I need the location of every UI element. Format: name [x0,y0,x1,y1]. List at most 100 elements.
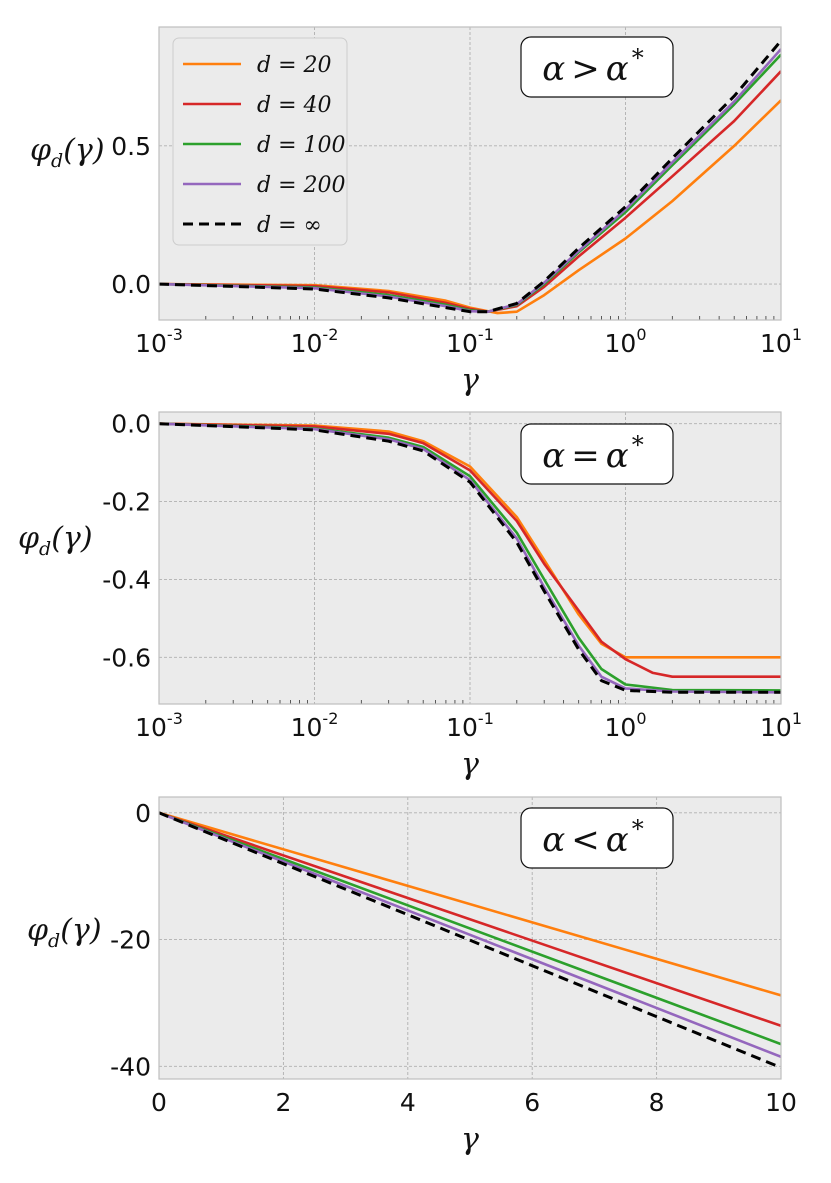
annotation-lhs: α [542,436,565,476]
legend-entry-label: d = 100 [257,133,346,158]
series-line-d-100 [159,811,781,1046]
annotation-rhs: α [606,49,629,89]
y-axis-label-main: φ [27,913,48,948]
annotation-star: * [632,44,644,72]
y-axis-label-sub: d [39,538,51,560]
y-tick-label: 0.0 [111,270,151,299]
x-tick-exponent: -3 [167,325,183,344]
x-tick-label: 10-3 [135,709,183,742]
plot-frame [158,796,782,1080]
y-axis-label-sub: d [48,930,60,952]
x-tick-base: 10 [446,329,478,358]
x-tick-base: 10 [760,713,792,742]
y-tick-label: -0.6 [102,643,151,672]
y-tick-label: -0.2 [102,488,151,517]
annotation-box [520,423,674,485]
legend: d = 20 d = 40 d = 100 d = 200 d = ∞ [172,37,348,246]
annotation-star: * [632,431,644,459]
series-line-d-100 [159,422,781,692]
x-tick-label: 10-2 [291,325,339,358]
plot-frame [158,26,782,321]
legend-entry-label: d = 20 [257,53,332,78]
series-line-d- [159,422,781,694]
series-line-d-20 [159,811,781,997]
annotation-rhs: α [606,436,629,476]
series-line-d-40 [159,422,781,678]
y-axis-label-main: φ [30,133,51,168]
x-tick-exponent: -3 [167,709,183,728]
y-tick-label: 0.5 [111,132,151,161]
x-tick-label: 6 [524,1088,540,1117]
annotation-rhs: α [606,820,629,860]
y-axis-label-sub: d [51,150,63,172]
y-axis-label: φd(γ) [18,521,93,560]
legend-frame [172,37,348,246]
x-tick-label: 2 [275,1088,291,1117]
x-tick-base: 10 [605,713,637,742]
x-tick-exponent: 1 [792,325,802,344]
x-tick-label: 10-1 [446,709,494,742]
y-axis-label: φd(γ) [27,913,102,952]
y-tick-label: -0.4 [102,565,151,594]
annotation-op: < [571,820,600,860]
x-tick-base: 10 [605,329,637,358]
y-tick-label: -40 [110,1052,151,1081]
annotation-label: α < α * [542,815,643,860]
annotation-label: α = α * [542,431,643,476]
x-tick-base: 10 [291,329,323,358]
series-line-d-40 [159,811,781,1028]
x-tick-label: 10-2 [291,709,339,742]
series-line-d-20 [159,99,781,315]
y-axis-label-arg: (γ) [63,133,104,168]
x-tick-label: 100 [605,709,647,742]
series-line-d- [159,39,781,314]
y-axis-label-main: φ [18,521,39,556]
x-tick-base: 10 [291,713,323,742]
x-axis-label: γ [461,1122,479,1157]
legend-entry-label: d = 40 [257,93,332,118]
legend-entry-label: d = ∞ [257,213,322,238]
x-tick-exponent: 1 [792,709,802,728]
series-line-d-200 [159,422,781,694]
x-tick-base: 10 [135,329,167,358]
annotation-lhs: α [542,820,565,860]
x-tick-base: 10 [135,713,167,742]
annotation-star: * [632,815,644,843]
x-tick-exponent: 0 [636,325,646,344]
x-tick-label: 101 [760,709,802,742]
y-tick-label: 0 [135,799,151,828]
x-tick-label: 0 [151,1088,167,1117]
x-tick-label: 100 [605,325,647,358]
annotation-label: α > α * [542,44,643,89]
x-tick-label: 10 [765,1088,797,1117]
annotation-op: = [571,436,600,476]
x-tick-label: 4 [400,1088,416,1117]
x-tick-exponent: -1 [478,709,494,728]
x-tick-base: 10 [446,713,478,742]
annotation-box [520,807,674,869]
x-tick-exponent: 0 [636,709,646,728]
panel-middle: 10-3 10-2 10-1 100 1010.0-0.2-0.4-0.6γφd(γ)α… [18,410,802,782]
annotation-lhs: α [542,49,565,89]
series-line-d-200 [159,811,781,1059]
y-tick-label: 0.0 [111,410,151,439]
legend-entry-label: d = 200 [257,173,346,198]
x-tick-label: 10-3 [135,325,183,358]
x-tick-label: 101 [760,325,802,358]
annotation-box [520,36,674,98]
plot-frame [158,411,782,705]
x-axis-label: γ [461,363,479,398]
x-tick-base: 10 [760,329,792,358]
x-tick-exponent: -1 [478,325,494,344]
x-tick-label: 10-1 [446,325,494,358]
annotation-op: > [571,49,600,89]
x-tick-label: 8 [649,1088,665,1117]
y-axis-label: φd(γ) [30,133,105,172]
x-axis-label: γ [461,747,479,782]
series-line-d- [159,811,781,1069]
y-axis-label-arg: (γ) [51,521,92,556]
series-line-d-40 [159,70,781,313]
